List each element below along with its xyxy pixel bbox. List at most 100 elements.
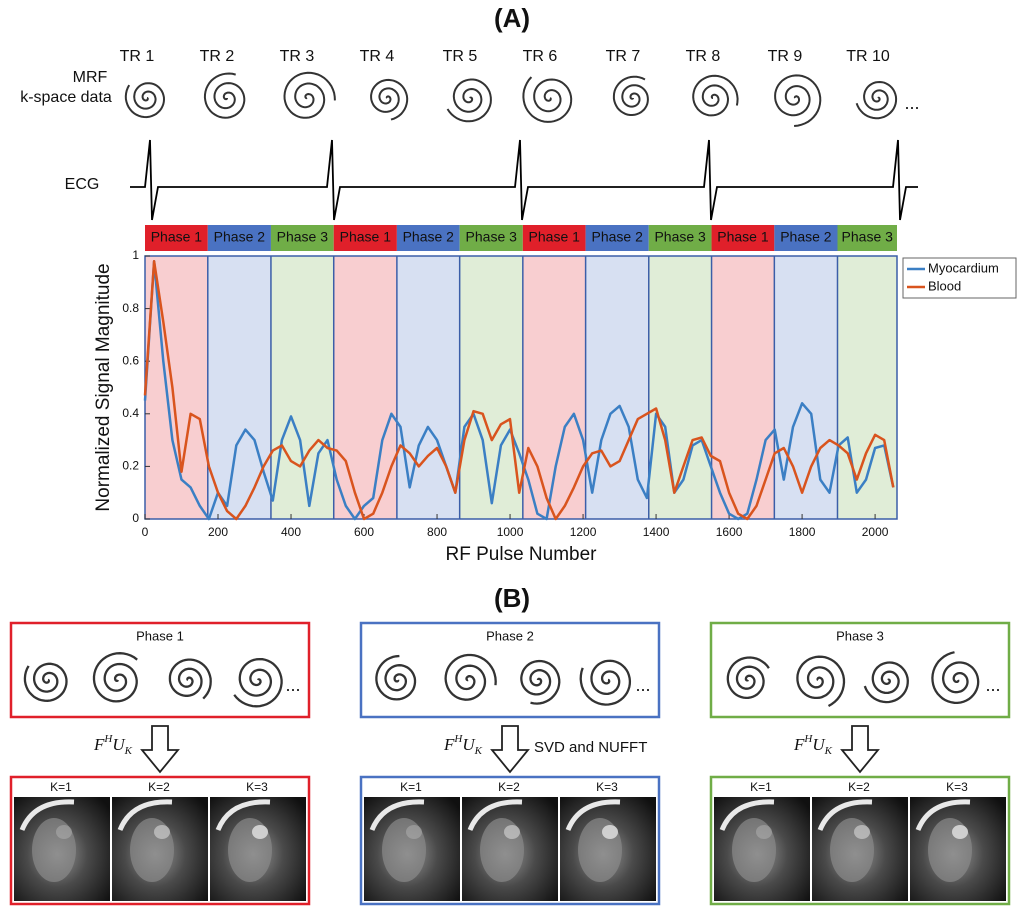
series-line xyxy=(143,260,895,521)
legend-label: Blood xyxy=(928,278,961,293)
tr-label: TR 9 xyxy=(768,48,803,65)
spiral-icon xyxy=(370,78,409,121)
spiral-icon xyxy=(931,651,980,705)
mri-structure xyxy=(215,799,271,832)
tr-label: TR 3 xyxy=(280,48,315,65)
x-tick-label: 400 xyxy=(281,525,301,539)
spiral-icon xyxy=(23,662,68,702)
mri-structure xyxy=(117,799,173,832)
phase-label: Phase 2 xyxy=(592,229,644,245)
panel-label: (B) xyxy=(494,583,530,613)
operator-part: U xyxy=(462,735,476,754)
mri-structure xyxy=(56,825,72,839)
spiral-icon xyxy=(168,658,212,700)
mri-structure xyxy=(32,818,76,882)
panel-label: (A) xyxy=(494,3,530,33)
spiral-icon xyxy=(444,653,497,701)
x-tick-label: 800 xyxy=(427,525,447,539)
mri-structure xyxy=(817,799,873,832)
phase-label: Phase 3 xyxy=(842,229,894,245)
spiral-icon xyxy=(233,657,283,708)
y-axis-label: Normalized Signal Magnitude xyxy=(93,263,114,511)
spiral-icon xyxy=(796,655,846,707)
mri-structure xyxy=(252,825,268,839)
image-label: K=2 xyxy=(498,780,520,794)
ellipsis: ... xyxy=(285,675,300,695)
ecg-trace xyxy=(130,139,918,221)
row-label: MRF xyxy=(73,69,108,86)
operator-part: U xyxy=(112,735,126,754)
phase-label-box xyxy=(837,225,897,251)
operator: FHUK xyxy=(793,733,833,757)
x-tick-label: 600 xyxy=(354,525,374,539)
x-tick-label: 2000 xyxy=(862,525,889,539)
arrow xyxy=(490,725,530,774)
tr-label: TR 1 xyxy=(120,48,155,65)
phase-label: Phase 2 xyxy=(403,229,455,245)
x-tick-label: 1200 xyxy=(570,525,597,539)
spiral-icon xyxy=(203,72,246,119)
mri-structure xyxy=(369,799,425,832)
image-label: K=2 xyxy=(848,780,870,794)
spiral-icon xyxy=(726,656,770,700)
spiral-icon xyxy=(124,82,166,119)
y-tick-label: 1 xyxy=(132,248,139,262)
operator-part: K xyxy=(124,745,133,757)
operator-part: H xyxy=(453,733,463,745)
spiral-icon xyxy=(92,652,138,703)
operator-note: SVD and NUFFT xyxy=(534,739,647,756)
operator-part: H xyxy=(103,733,113,745)
spiral-icon xyxy=(863,661,909,704)
image-label: K=1 xyxy=(50,780,72,794)
tr-label: TR 6 xyxy=(523,48,558,65)
spiral-icon xyxy=(579,659,632,706)
y-tick-label: 0.6 xyxy=(122,353,139,367)
phase-label-box xyxy=(396,225,460,251)
x-tick-label: 1000 xyxy=(497,525,524,539)
phase-label: Phase 1 xyxy=(529,229,581,245)
legend-box xyxy=(902,257,1017,299)
mri-structure xyxy=(756,825,772,839)
phase-label: Phase 1 xyxy=(717,229,769,245)
spiral-icon xyxy=(774,74,822,127)
spiral-icon xyxy=(283,71,336,119)
row-label: k-space data xyxy=(20,89,112,106)
image-label: K=1 xyxy=(750,780,772,794)
mri-structure xyxy=(915,799,971,832)
image-label: K=1 xyxy=(400,780,422,794)
operator-part: K xyxy=(824,745,833,757)
ellipsis: ... xyxy=(904,93,919,113)
phase-band xyxy=(333,256,397,519)
phase-label-box xyxy=(522,225,586,251)
phase-label-box xyxy=(585,225,649,251)
image-label: K=3 xyxy=(246,780,268,794)
phase-band xyxy=(145,256,208,519)
spiral-icon xyxy=(612,75,649,116)
tr-label: TR 7 xyxy=(606,48,641,65)
ellipsis: ... xyxy=(635,675,650,695)
phase-box-title: Phase 1 xyxy=(136,628,184,643)
mri-structure xyxy=(565,799,621,832)
row-label: ECG xyxy=(65,176,100,193)
mri-structure xyxy=(719,799,775,832)
legend-label: Myocardium xyxy=(928,260,999,275)
mri-structure xyxy=(732,818,776,882)
operator-part: K xyxy=(474,745,483,757)
phase-label-box xyxy=(145,225,208,251)
spiral-icon xyxy=(375,654,417,701)
operator-part: F xyxy=(93,735,105,754)
y-tick-label: 0.4 xyxy=(122,406,139,420)
phase-band xyxy=(207,256,271,519)
x-axis-label: RF Pulse Number xyxy=(446,544,598,565)
phase-box-title: Phase 2 xyxy=(486,628,534,643)
mri-structure xyxy=(854,825,870,839)
phase-label-box xyxy=(207,225,271,251)
tr-label: TR 4 xyxy=(360,48,395,65)
spiral-icon xyxy=(855,80,898,120)
phase-label-box xyxy=(459,225,523,251)
operator-part: F xyxy=(793,735,805,754)
operator-part: H xyxy=(803,733,813,745)
mri-structure xyxy=(504,825,520,839)
